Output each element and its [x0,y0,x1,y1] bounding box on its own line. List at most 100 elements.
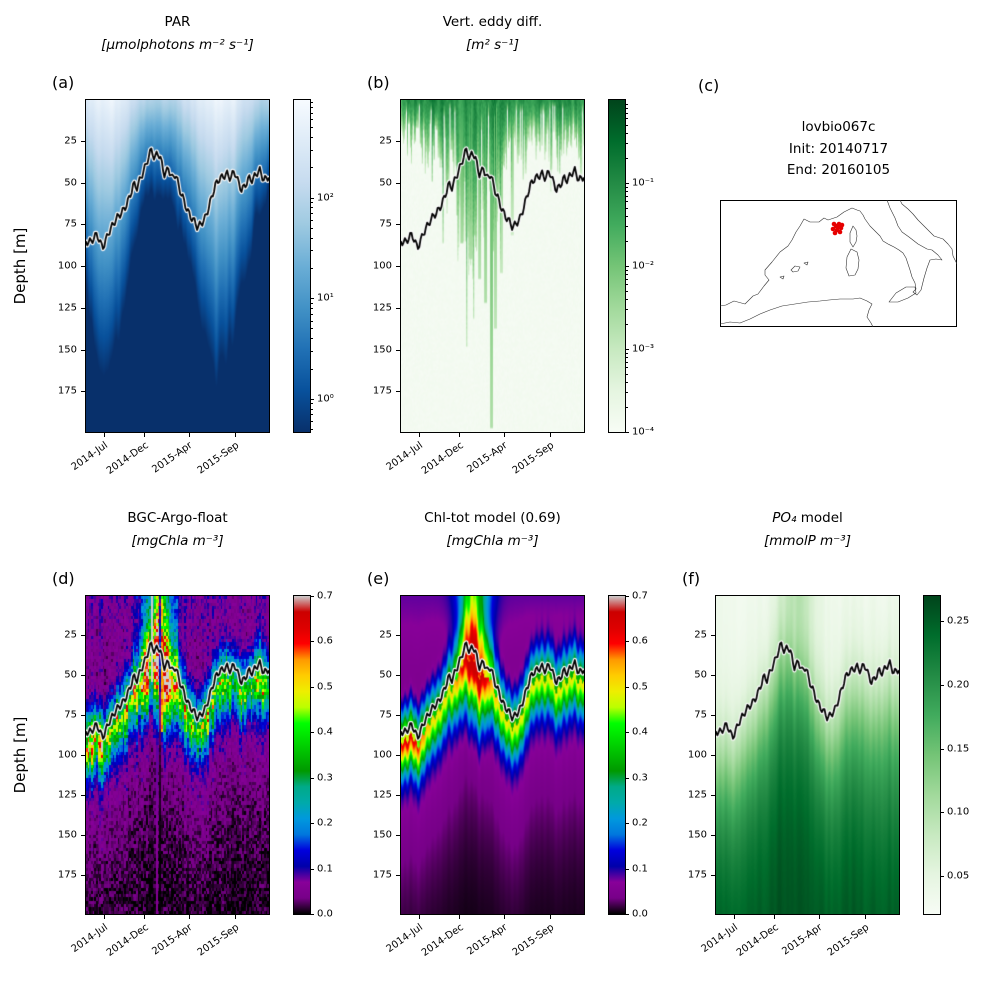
x-tick-mark [549,433,551,437]
y-tick-label: 150 [372,829,392,841]
y-tick-mark [81,391,85,393]
y-tick-mark [711,875,715,876]
colorbar-tick-mark [625,641,629,643]
colorbar-tick-label: 10⁻¹ [632,177,655,189]
chla-float-colorbar-gradient [294,596,310,914]
colorbar-minor-tick [625,158,628,159]
colorbar-minor-tick [310,127,313,129]
po4-math-text: PO₄ [772,510,797,526]
colorbar-tick-mark [625,777,629,779]
coastline [899,200,957,265]
colorbar-tick-label: 0.10 [947,806,970,818]
float-position-dot [839,222,845,228]
panel-chla-model-plot-area [400,595,585,915]
x-tick-label: 2014-Jul [69,440,110,473]
x-tick-mark [103,433,105,437]
y-tick-label: 125 [57,302,77,314]
y-tick-label: 100 [687,749,707,761]
panel-chla-float-title: BGC-Argo-float [mgChla m⁻³] [127,507,227,553]
colorbar-minor-tick [310,414,313,416]
x-tick-label: 2015-Apr [465,922,510,958]
y-tick-mark [81,795,85,796]
colorbar-minor-tick [310,320,313,322]
y-tick-mark [396,755,400,756]
colorbar-minor-tick [310,302,313,304]
colorbar-minor-tick [310,207,313,209]
colorbar-tick-mark [940,748,944,750]
x-tick-label: 2014-Jul [384,440,425,473]
colorbar-minor-tick [625,112,628,114]
colorbar-tick-label: 10⁰ [317,393,334,405]
panel-eddy-title-text: Vert. eddy diff. [442,14,543,30]
y-tick-label: 150 [687,829,707,841]
y-tick-label: 175 [372,385,392,397]
y-axis-label-depth: Depth [m] [11,227,29,305]
y-tick-mark [396,140,400,142]
colorbar-tick-mark [310,398,314,400]
panel-par-title: PAR [μmolphotons m⁻² s⁻¹] [101,11,254,57]
y-tick-label: 50 [64,177,77,188]
colorbar-tick-mark [625,914,629,915]
y-tick-mark [711,835,715,836]
colorbar-minor-tick [310,112,313,114]
panel-eddy-letter: (b) [367,73,390,92]
y-tick-label: 25 [64,135,77,147]
y-tick-label: 150 [57,829,77,841]
panel-po4-title-text: PO₄ model [764,507,851,530]
x-tick-label: 2014-Dec [419,922,466,959]
y-tick-mark [711,715,715,716]
colorbar-minor-tick [310,219,313,221]
colorbar-minor-tick [625,382,628,384]
colorbar-minor-tick [310,106,313,108]
y-tick-mark [396,266,400,267]
panel-eddy-title: Vert. eddy diff. [m² s⁻¹] [443,11,543,57]
colorbar-minor-tick [310,137,313,139]
y-tick-mark [711,635,715,636]
colorbar-tick-mark [625,596,629,597]
colorbar-tick-mark [625,823,629,825]
float-id: lovbio067c [801,119,876,135]
float-info: lovbio067c Init: 20140717 End: 20160105 [720,117,957,182]
colorbar-minor-tick [310,313,313,315]
y-tick-label: 75 [379,218,392,230]
float-position-dot [832,230,838,236]
y-tick-label: 175 [57,869,77,881]
colorbar-tick-label: 0.4 [317,726,333,738]
panel-eddy-plot-area [400,99,585,433]
x-tick-label: 2015-Sep [195,922,242,959]
x-tick-mark [418,915,420,919]
panel-po4-model: PO₄ model [mmolP m⁻³] (f) 0.25 0.20 0.15 0.… [682,510,969,959]
panel-chla-float-plot-area [85,595,270,915]
colorbar-minor-tick [310,429,313,431]
y-tick-mark [81,224,85,226]
colorbar-minor-tick [310,101,313,103]
colorbar-tick-mark [625,266,629,267]
y-tick-label: 50 [379,177,392,188]
colorbar-minor-tick [625,133,628,135]
colorbar-tick-label: 10⁻² [632,260,655,272]
colorbar-tick-label: 0.05 [947,870,970,882]
y-tick-mark [81,307,85,309]
y-tick-mark [711,795,715,796]
colorbar-tick-label: 0.4 [632,726,648,738]
panel-par-letter: (a) [52,73,75,92]
colorbar-minor-tick [625,392,628,394]
colorbar-minor-tick [625,278,628,280]
colorbar-tick-mark [940,875,944,877]
y-tick-mark [396,835,400,836]
y-tick-label: 100 [372,260,392,272]
y-tick-label: 175 [372,869,392,881]
y-tick-mark [396,307,400,309]
colorbar-tick-mark [310,823,314,825]
y-tick-label: 50 [379,669,392,681]
colorbar-minor-tick [625,373,628,375]
colorbar-tick-label: 0.7 [632,590,648,602]
y-tick-mark [81,635,85,636]
colorbar-tick-label: 0.5 [632,681,648,693]
y-tick-mark [396,182,400,184]
colorbar-minor-tick [310,408,313,410]
x-tick-label: 2014-Jul [69,922,110,955]
colorbar-minor-tick [625,274,628,276]
x-tick-label: 2014-Jul [699,922,740,955]
x-tick-label: 2014-Dec [104,440,151,477]
